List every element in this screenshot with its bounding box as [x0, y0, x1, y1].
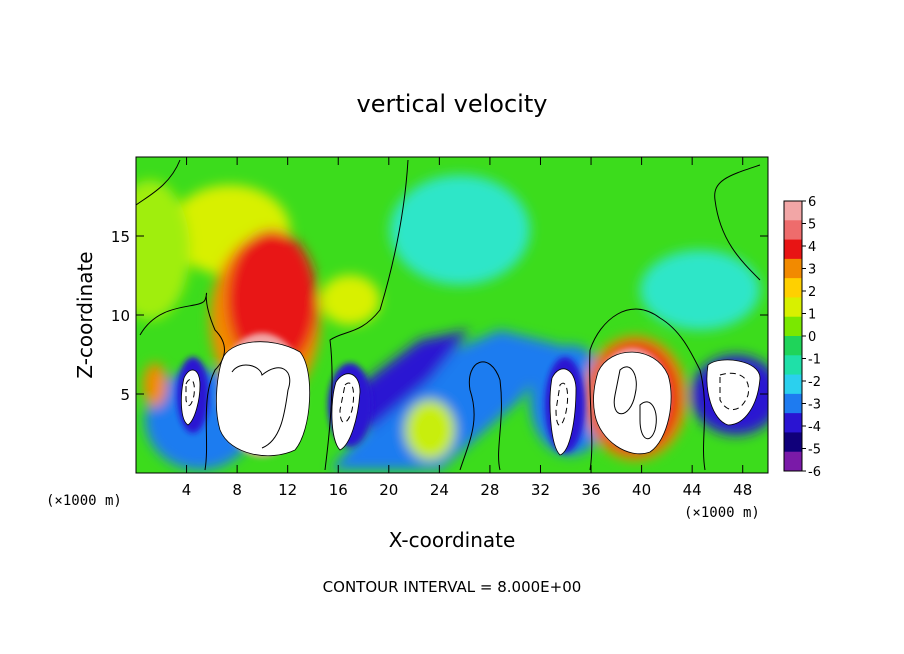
x-tick-label: 4: [182, 481, 192, 499]
colorbar-tick-label: 3: [808, 263, 816, 278]
colorbar-tick-label: -4: [808, 420, 821, 435]
x-tick-label: 28: [480, 481, 499, 499]
y-tick-label: 15: [111, 228, 130, 246]
colorbar-swatch: [784, 432, 802, 453]
colorbar-swatch: [784, 451, 802, 472]
x-tick-label: 32: [531, 481, 550, 499]
colorbar-tick-label: 0: [808, 330, 816, 345]
heatmap-field: [136, 157, 768, 473]
colorbar-tick-label: -1: [808, 353, 821, 368]
colorbar-tick-label: -5: [808, 443, 821, 458]
y-tick-label: 10: [111, 307, 130, 325]
x-unit-label-left: (×1000 m): [46, 493, 122, 509]
y-tick-label: 5: [120, 386, 130, 404]
colorbar-swatch: [784, 374, 802, 395]
colorbar-swatch: [784, 393, 802, 414]
colorbar-swatch: [784, 413, 802, 433]
colorbar-swatch: [784, 336, 802, 356]
x-tick-label: 12: [278, 481, 297, 499]
x-tick-label: 48: [733, 481, 752, 499]
colorbar-swatch: [784, 201, 802, 221]
y-axis-label: Z-coordinate: [73, 251, 97, 378]
y-axis: 5 10 15: [111, 228, 768, 404]
colorbar-tick-label: -2: [808, 375, 821, 390]
x-tick-label: 24: [430, 481, 449, 499]
colorbar: 6 5 4 3 2 1 0 -1 -2 -3 -4 -5 -6: [783, 195, 821, 480]
colorbar-tick-label: 1: [808, 308, 816, 323]
x-axis-label: X-coordinate: [389, 528, 516, 552]
colorbar-tick-label: 5: [808, 218, 816, 233]
contour-interval-note: CONTOUR INTERVAL = 8.000E+00: [323, 578, 582, 596]
x-unit-label-right: (×1000 m): [684, 505, 760, 521]
colorbar-tick-label: -6: [808, 465, 821, 480]
x-tick-label: 8: [232, 481, 242, 499]
x-tick-label: 16: [329, 481, 348, 499]
x-tick-label: 20: [379, 481, 398, 499]
colorbar-swatch: [784, 355, 802, 376]
colorbar-tick-label: 6: [808, 195, 816, 210]
x-axis: 4 8 12 16 20 24 28 32 36 40 44 48: [182, 157, 752, 499]
colorbar-swatch: [784, 297, 802, 318]
chart-title: vertical velocity: [357, 90, 548, 118]
colorbar-swatch: [784, 316, 802, 337]
colorbar-tick-label: 4: [808, 240, 816, 255]
colorbar-tick-label: 2: [808, 285, 816, 300]
x-tick-label: 40: [632, 481, 651, 499]
colorbar-swatch: [784, 278, 802, 298]
x-tick-label: 44: [683, 481, 702, 499]
x-tick-label: 36: [581, 481, 600, 499]
colorbar-swatch: [784, 258, 802, 279]
colorbar-swatch: [784, 239, 802, 260]
colorbar-swatch: [784, 220, 802, 241]
colorbar-tick-label: -3: [808, 398, 821, 413]
